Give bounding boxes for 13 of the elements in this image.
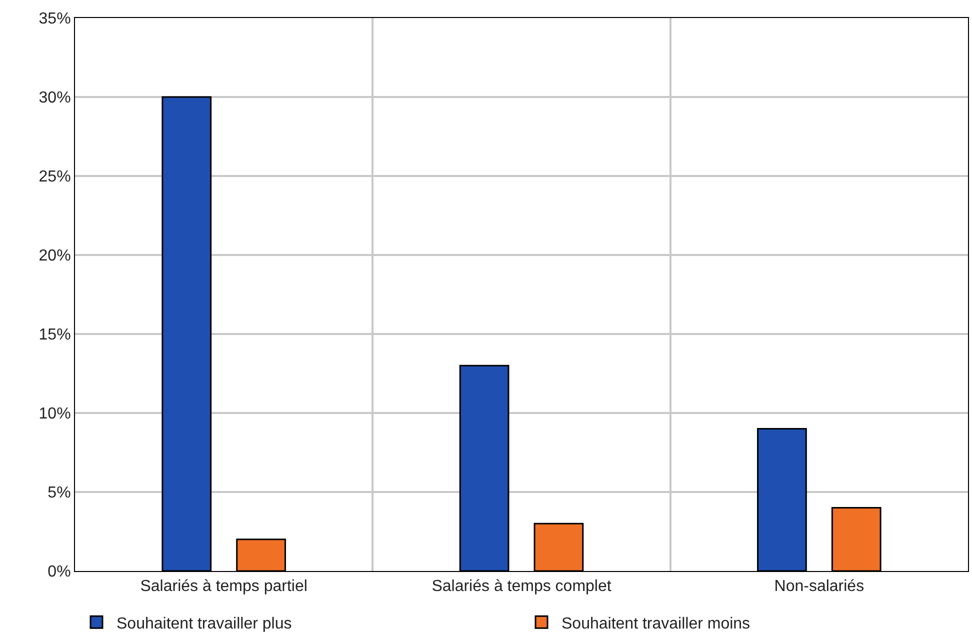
y-tick-label: 35% [38,10,71,28]
y-tick-label: 0% [48,564,71,581]
y-tick-label: 5% [48,484,71,502]
y-tick-label: 30% [38,90,71,107]
legend-label: Souhaitent travailler plus [116,615,292,632]
legend-label: Souhaitent travailler moins [562,615,750,632]
x-tick-label: Salariés à temps partiel [140,578,308,596]
y-tick-label: 25% [38,168,71,186]
y-tick-label: 20% [38,248,71,265]
y-tick-label: 10% [38,406,71,423]
x-tick-label: Salariés à temps complet [432,578,612,596]
y-tick-label: 15% [38,326,71,344]
x-tick-label: Non-salariés [774,578,864,596]
